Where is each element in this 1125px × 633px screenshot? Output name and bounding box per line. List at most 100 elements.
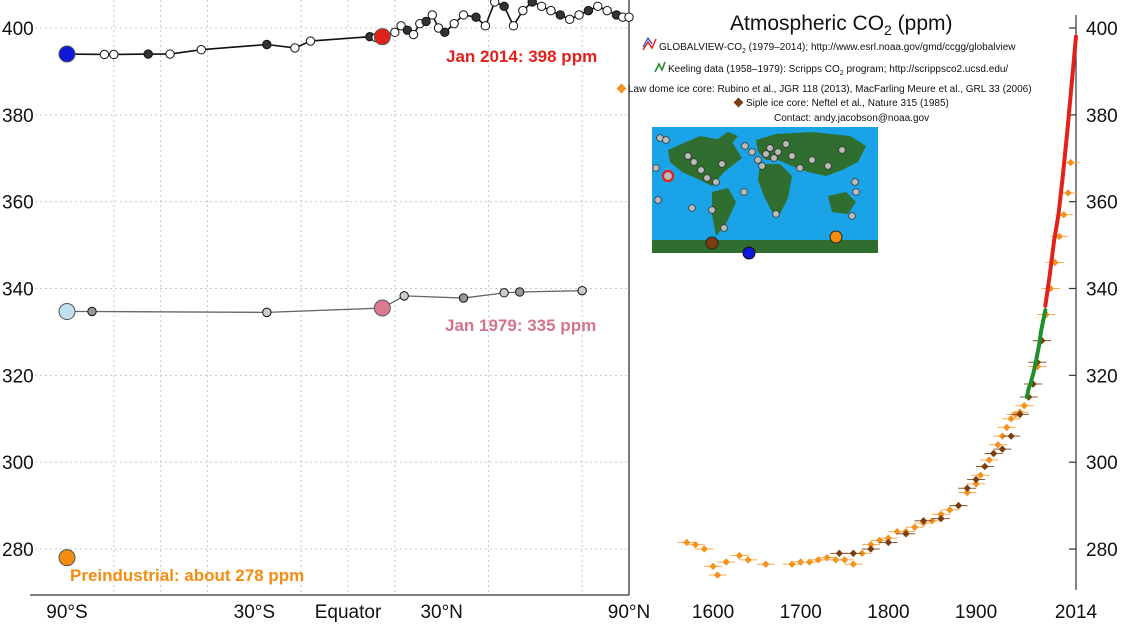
legend-entry-globalview: GLOBALVIEW-CO2 (1979–2014); http://www.e… bbox=[642, 36, 1016, 55]
latitude-point bbox=[143, 49, 153, 59]
map-station bbox=[654, 196, 662, 204]
latitude-point bbox=[402, 25, 413, 35]
point-marker bbox=[919, 517, 928, 525]
latitude-point bbox=[574, 10, 584, 20]
time-x-tick-label: 1900 bbox=[955, 602, 997, 623]
lawdome-point bbox=[686, 540, 705, 549]
lawdome-point bbox=[835, 556, 854, 564]
map-station bbox=[718, 160, 726, 168]
point-marker bbox=[985, 456, 993, 464]
map-station bbox=[748, 148, 756, 156]
latitude-point bbox=[305, 36, 316, 46]
lawdome-point bbox=[958, 488, 977, 497]
latitude-point bbox=[440, 27, 450, 38]
latitude-point bbox=[536, 1, 547, 11]
siple-point bbox=[975, 462, 994, 471]
point-marker bbox=[1003, 423, 1011, 432]
time-x-tick-label: 1600 bbox=[692, 602, 734, 623]
lawdome-point bbox=[708, 571, 727, 579]
latitude-point bbox=[458, 293, 469, 303]
map-station bbox=[772, 210, 780, 218]
map-station bbox=[782, 140, 790, 148]
map-station bbox=[754, 156, 762, 164]
latitude-point bbox=[546, 5, 556, 16]
latitude-x-tick-label: 30°N bbox=[420, 602, 462, 623]
time-panel: Atmospheric CO2 (ppm) GLOBALVIEW-CO2 (19… bbox=[616, 12, 1118, 623]
latitude-point bbox=[515, 287, 525, 297]
latitude-highlight-point bbox=[58, 45, 76, 63]
lawdome-point bbox=[980, 456, 999, 464]
chart-title-sub: 2 bbox=[884, 22, 892, 38]
chart-title-main: Atmospheric CO bbox=[730, 12, 884, 35]
latitude-point bbox=[480, 21, 491, 31]
siple-point bbox=[879, 538, 898, 547]
point-marker bbox=[937, 510, 945, 518]
latitude-point bbox=[109, 49, 119, 60]
point-marker bbox=[1060, 211, 1068, 219]
point-marker bbox=[700, 545, 708, 553]
globalview-line bbox=[1043, 34, 1078, 308]
lawdome-point bbox=[1015, 402, 1034, 410]
point-marker bbox=[835, 549, 843, 558]
map-station bbox=[838, 146, 846, 154]
point-marker bbox=[1007, 415, 1015, 423]
latitude-points bbox=[58, 0, 634, 567]
point-marker bbox=[867, 545, 875, 553]
map-south-america bbox=[712, 188, 736, 236]
point-marker bbox=[989, 449, 998, 458]
lawdome-point bbox=[1045, 258, 1064, 267]
latitude-point bbox=[449, 18, 459, 29]
point-marker bbox=[849, 560, 858, 568]
map-station bbox=[774, 148, 782, 156]
map-station bbox=[808, 156, 816, 164]
latitude-point bbox=[262, 307, 272, 318]
latitude-grid bbox=[30, 0, 630, 596]
time-series-lines bbox=[1024, 34, 1078, 400]
lawdome-point bbox=[905, 523, 924, 531]
annotation-jan-1979: Jan 1979: 335 ppm bbox=[445, 316, 596, 335]
point-marker bbox=[713, 571, 722, 579]
latitude-point bbox=[458, 10, 469, 20]
latitude-point bbox=[408, 29, 419, 40]
legend-text-keeling: Keeling data (1958–1979): Scripps CO2 pr… bbox=[668, 64, 1008, 77]
latitude-point bbox=[499, 1, 509, 11]
legend-contact: Contact: andy.jacobson@noaa.gov bbox=[774, 113, 929, 124]
latitude-point bbox=[433, 23, 444, 33]
time-x-tick-label: 1800 bbox=[867, 602, 909, 623]
map-station bbox=[851, 178, 859, 186]
point-marker bbox=[840, 556, 849, 564]
siple-point bbox=[949, 501, 968, 510]
map-station bbox=[762, 150, 770, 158]
latitude-point bbox=[583, 5, 594, 16]
point-marker bbox=[963, 488, 971, 497]
latitude-point bbox=[165, 49, 175, 59]
lawdome-point bbox=[879, 534, 898, 542]
latitude-point bbox=[87, 306, 97, 317]
point-marker bbox=[884, 534, 893, 542]
annotation-preindustrial: Preindustrial: about 278 ppm bbox=[70, 566, 304, 585]
lawdome-point bbox=[971, 471, 990, 479]
latitude-x-tick-label: 90°S bbox=[46, 602, 87, 623]
point-marker bbox=[761, 560, 770, 568]
siple-point bbox=[844, 549, 863, 558]
point-marker bbox=[884, 538, 893, 547]
chart-title: Atmospheric CO2 (ppm) bbox=[730, 12, 953, 38]
legend-swatch-globalview-blue bbox=[642, 36, 653, 48]
legend-swatch-siple bbox=[733, 97, 744, 108]
latitude-tick-labels: 280 300 320 340 360 380 400 90°S 30°S Equator 30°N… bbox=[2, 19, 650, 623]
latitude-y-tick-label: 280 bbox=[2, 540, 34, 561]
time-y-tick-label: 400 bbox=[1086, 19, 1118, 40]
latitude-point bbox=[624, 12, 634, 22]
time-y-tick-label: 300 bbox=[1086, 453, 1118, 474]
map-station-mauna-loa bbox=[661, 169, 675, 183]
latitude-point bbox=[508, 21, 519, 31]
latitude-point bbox=[390, 27, 400, 38]
point-marker bbox=[735, 551, 744, 560]
legend-text-siple: Siple ice core: Neftel et al., Nature 31… bbox=[746, 98, 949, 109]
annotation-jan-2014: Jan 2014: 398 ppm bbox=[446, 47, 597, 66]
point-marker bbox=[691, 540, 700, 549]
keeling-line bbox=[1024, 308, 1048, 400]
siple-point bbox=[958, 484, 977, 492]
time-x-tick-label: 1700 bbox=[780, 602, 822, 623]
map-australia bbox=[828, 192, 856, 214]
